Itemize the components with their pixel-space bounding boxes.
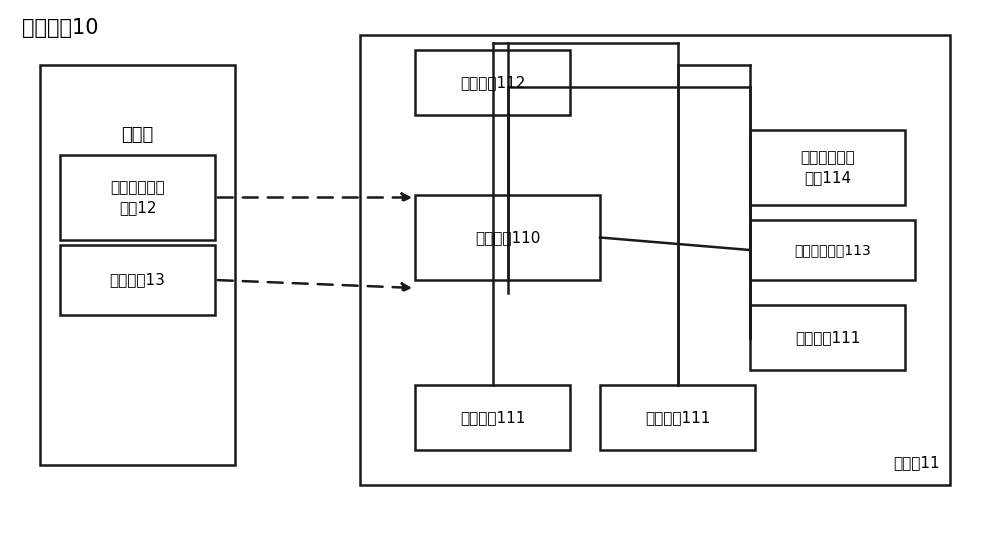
Text: 解说员: 解说员 — [121, 126, 154, 144]
Bar — [750, 220, 915, 280]
Text: 扩声系统10: 扩声系统10 — [22, 18, 98, 38]
Text: 第二声音采集
装置114: 第二声音采集 装置114 — [800, 150, 855, 185]
Bar — [415, 385, 570, 450]
Text: 扩声装置111: 扩声装置111 — [460, 410, 525, 425]
Text: 控制装置110: 控制装置110 — [475, 230, 540, 245]
Text: 机器人11: 机器人11 — [893, 455, 940, 470]
Bar — [415, 50, 570, 115]
Text: 图像采集装置113: 图像采集装置113 — [794, 243, 871, 257]
Bar — [60, 245, 215, 315]
Bar — [360, 35, 950, 485]
Text: 第一声音采集
装置12: 第一声音采集 装置12 — [110, 180, 165, 215]
Bar — [40, 65, 235, 465]
Text: 扩声装置111: 扩声装置111 — [645, 410, 710, 425]
Text: 扩声装置111: 扩声装置111 — [795, 330, 860, 345]
Text: 移动装置112: 移动装置112 — [460, 75, 525, 90]
Bar — [600, 385, 755, 450]
Bar — [750, 130, 905, 205]
Bar — [60, 155, 215, 240]
Text: 定位标签13: 定位标签13 — [110, 272, 165, 287]
Bar — [415, 195, 600, 280]
Bar — [750, 305, 905, 370]
